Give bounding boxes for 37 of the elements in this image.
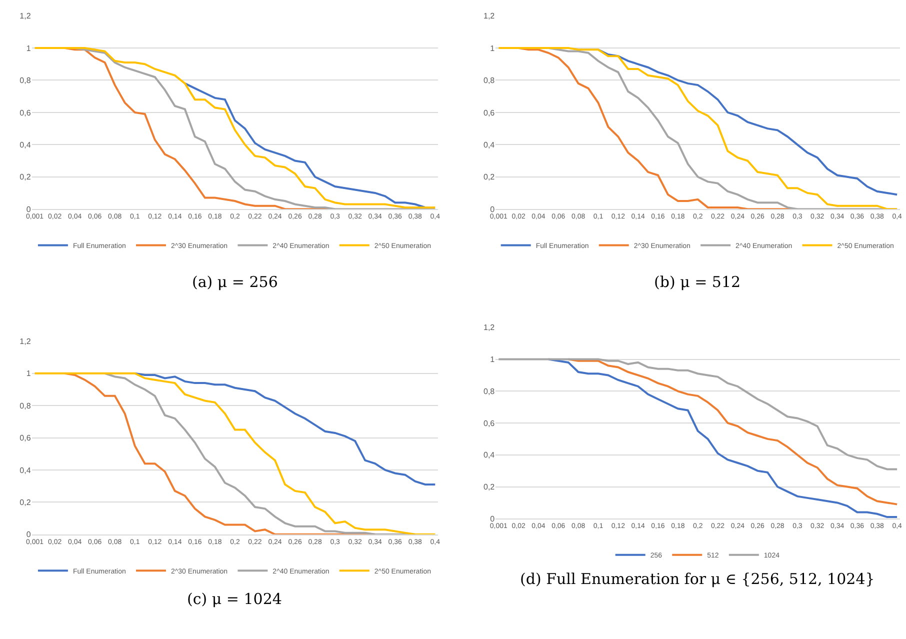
- text: (c) μ = 1024: [187, 590, 282, 608]
- y-tick-label: 0,2: [484, 482, 496, 492]
- y-tick-label: 0,2: [484, 172, 496, 182]
- line-series: [184, 82, 426, 208]
- y-tick-label: 1: [490, 355, 496, 364]
- y-tick-label: 0,2: [20, 172, 32, 182]
- y-tick-label: 1,2: [484, 323, 496, 332]
- line-series: [498, 358, 898, 470]
- y-tick-label: 1: [26, 369, 32, 378]
- y-tick-label: 0,8: [20, 76, 32, 86]
- text: (d) Full Enumeration for μ ∈ {256, 512, 1024}: [520, 570, 875, 588]
- y-tick-label: 0: [490, 514, 496, 524]
- y-tick-label: 0,8: [484, 76, 496, 86]
- y-tick-label: 0,8: [484, 386, 496, 396]
- y-tick-label: 0: [26, 204, 32, 214]
- y-tick-label: 0,2: [20, 498, 32, 508]
- y-tick-label: 1: [26, 44, 32, 53]
- y-tick-label: 1: [490, 44, 496, 53]
- y-tick-label: 0,4: [20, 466, 32, 475]
- y-tick-label: 0: [26, 530, 32, 540]
- y-tick-label: 0,8: [20, 401, 32, 410]
- y-tick-label: 1,2: [20, 336, 32, 346]
- y-tick-label: 0,6: [484, 108, 496, 118]
- y-tick-label: 0,4: [20, 140, 32, 150]
- y-tick-label: 1,2: [20, 12, 32, 21]
- y-tick-label: 0,4: [484, 140, 496, 150]
- y-tick-label: 0: [490, 204, 496, 214]
- text: (a) μ = 256: [192, 273, 278, 291]
- line-series: [134, 372, 436, 486]
- y-tick-label: 0,4: [484, 450, 496, 460]
- text: (b) μ = 512: [654, 273, 741, 291]
- y-tick-label: 1,2: [484, 12, 496, 21]
- y-tick-label: 0,6: [20, 434, 32, 443]
- y-tick-label: 0,6: [20, 108, 32, 118]
- y-tick-label: 0,6: [484, 418, 496, 428]
- line-series: [597, 48, 898, 196]
- line-series: [34, 372, 436, 534]
